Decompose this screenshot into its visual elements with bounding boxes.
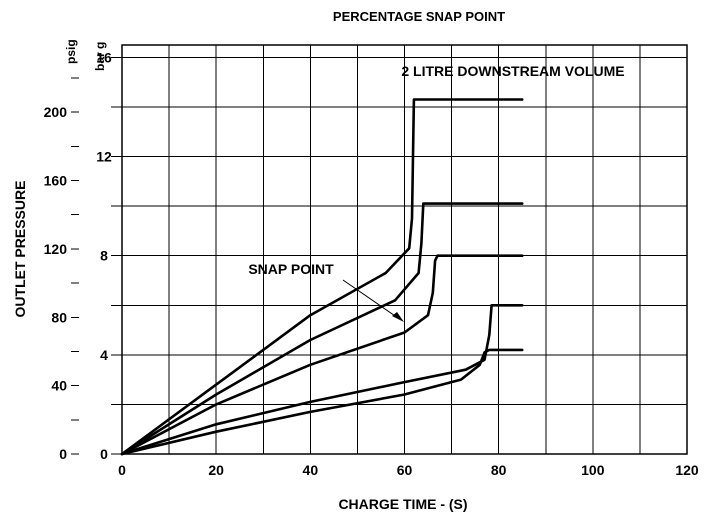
- series-line-5: [120, 348, 524, 456]
- x-tick-label: 100: [581, 462, 605, 478]
- x-tick-label: 60: [397, 462, 413, 478]
- y-tick-label-psig: 200: [44, 104, 68, 120]
- y-tick-label-bar: 0: [100, 446, 108, 462]
- plot-frame: [121, 44, 688, 455]
- x-tick-label: 80: [491, 462, 507, 478]
- y-tick-label-psig: 80: [51, 309, 67, 325]
- y-unit-psig: psig: [64, 39, 78, 64]
- x-tick-label: 20: [208, 462, 224, 478]
- snap-point-leader: [342, 279, 402, 321]
- y-axis-title: OUTLET PRESSURE: [12, 181, 28, 318]
- volume-annotation: 2 LITRE DOWNSTREAM VOLUME: [401, 63, 624, 79]
- y-tick-label-psig: 160: [44, 173, 68, 189]
- snap-point-annotation: SNAP POINT: [248, 261, 334, 277]
- y-tick-label-psig: 40: [51, 378, 67, 394]
- snap-point-arrowhead: [392, 312, 404, 322]
- y-tick-label-psig: 0: [59, 446, 67, 462]
- series-line-3: [120, 254, 524, 456]
- y-tick-label-bar: 4: [100, 347, 108, 363]
- series-line-4: [120, 303, 524, 456]
- y-tick-label-bar: 16: [96, 49, 112, 65]
- series-lines: [120, 98, 524, 456]
- x-axis-title: CHARGE TIME - (S): [338, 496, 467, 512]
- y-tick-label-psig: 120: [44, 241, 68, 257]
- x-tick-label: 0: [118, 462, 126, 478]
- y-tick-label-bar: 12: [96, 149, 112, 165]
- y-tick-label-bar: 8: [100, 248, 108, 264]
- y-unit-bar: bar g: [93, 42, 107, 71]
- chart-title: PERCENTAGE SNAP POINT: [333, 9, 505, 24]
- series-line-1: [120, 98, 524, 456]
- x-tick-label: 120: [675, 462, 699, 478]
- series-line-2: [120, 202, 524, 456]
- x-tick-label: 40: [303, 462, 319, 478]
